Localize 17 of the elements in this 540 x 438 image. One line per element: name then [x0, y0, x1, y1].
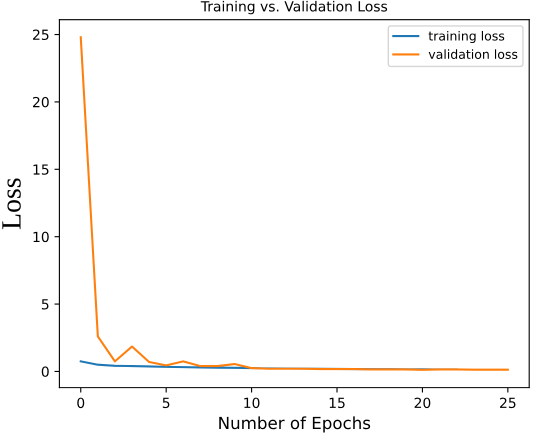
- y-axis-title: Loss: [2, 178, 21, 230]
- y-tick-label: 5: [42, 299, 48, 310]
- x-tick-label: 20: [414, 398, 430, 408]
- y-tick-label: 0: [42, 366, 49, 377]
- chart-title: Training vs. Validation Loss: [200, 0, 388, 14]
- y-tick-label: 15: [34, 164, 48, 175]
- legend-label: training loss: [428, 30, 504, 44]
- legend-label: validation loss: [428, 49, 518, 59]
- x-axis-title: Number of Epochs: [219, 416, 370, 432]
- y-tick-label: 20: [33, 96, 49, 108]
- y-tick-label: 10: [34, 232, 49, 242]
- x-tick-label: 15: [330, 398, 345, 408]
- x-tick-label: 10: [244, 398, 260, 408]
- x-tick-label: 5: [162, 398, 170, 408]
- x-tick-label: 0: [77, 398, 84, 408]
- y-tick-label: 25: [33, 30, 48, 40]
- x-tick-label: 25: [500, 398, 516, 408]
